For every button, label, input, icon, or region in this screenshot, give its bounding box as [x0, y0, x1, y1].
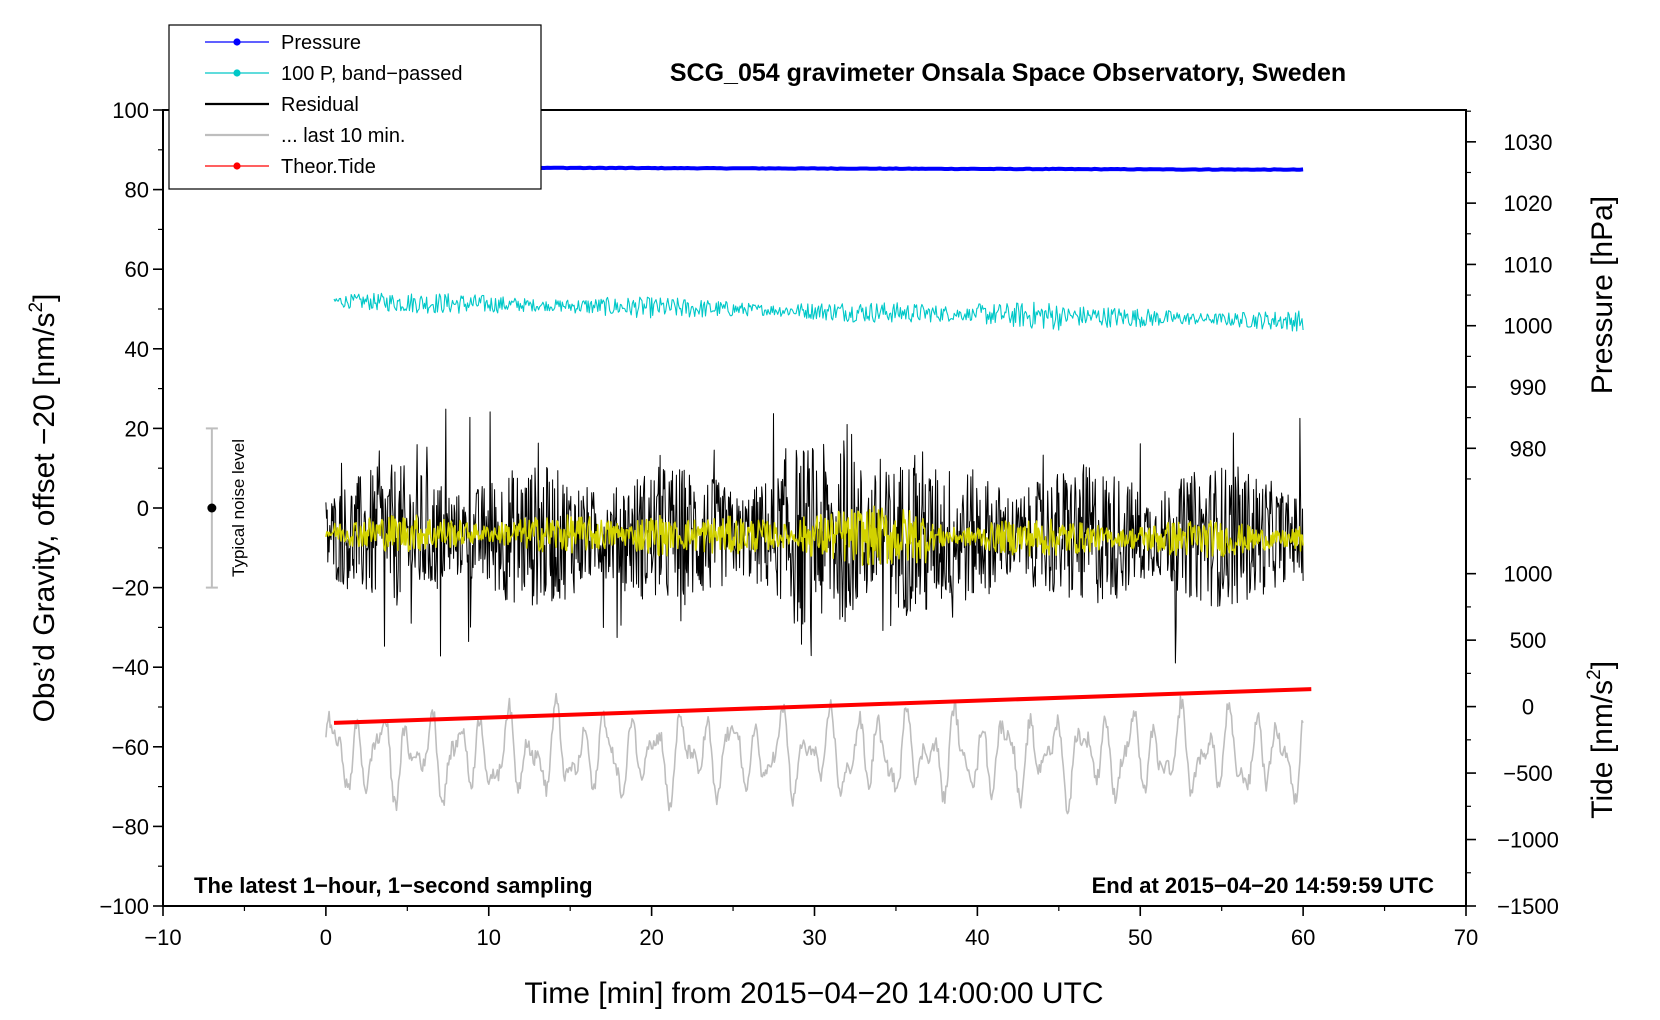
tide-tick-label: −500 [1503, 761, 1553, 786]
pressure-tick-label: 1030 [1504, 130, 1553, 155]
y-tick-label: 80 [125, 178, 149, 203]
y-tick-label: 20 [125, 416, 149, 441]
series-theor-tide [333, 687, 1312, 725]
y-tick-label: −20 [112, 576, 149, 601]
y-axis-title-left-main: Obs’d Gravity, offset −20 [nm/s [28, 313, 61, 723]
x-tick-label: 20 [639, 925, 663, 950]
x-tick-label: 0 [320, 925, 332, 950]
y-axis-title-tide-main: Tide [nm/s [1586, 680, 1619, 819]
y-tick-label: −40 [112, 655, 149, 680]
y-tick-label: −60 [112, 735, 149, 760]
legend-box [168, 24, 542, 190]
noise-bar: Typical noise level [205, 427, 248, 589]
legend-marker [233, 69, 241, 77]
pressure-tick-label: 1020 [1504, 191, 1553, 216]
pressure-tick-label: 1000 [1504, 314, 1553, 339]
y-tick-label: 100 [112, 98, 149, 123]
tide-tick-label: −1500 [1497, 894, 1559, 919]
chart-title: SCG_054 gravimeter Onsala Space Observat… [670, 59, 1346, 87]
tide-tick-label: −1000 [1497, 828, 1559, 853]
pressure-tick-label: 980 [1510, 436, 1547, 461]
legend-label: Residual [281, 94, 359, 116]
series-residual [325, 408, 1304, 664]
x-axis-title: Time [min] from 2015−04−20 14:00:00 UTC [524, 977, 1103, 1010]
y-axis-title-tide-sup: 2 [1584, 669, 1605, 680]
y-axis-title-tide: Tide [nm/s2] [1584, 661, 1619, 819]
y-axis-title-pressure: Pressure [hPa] [1586, 196, 1619, 394]
x-tick-label: 70 [1454, 925, 1478, 950]
y-axis-title-tide-close: ] [1586, 661, 1619, 669]
series-pressure-bandpassed [333, 292, 1304, 332]
data-series [325, 165, 1312, 815]
y-axis-title-left-sup: 2 [26, 302, 47, 313]
x-tick-label: 30 [802, 925, 826, 950]
x-tick-label: −10 [144, 925, 181, 950]
legend-marker [233, 38, 241, 46]
tide-tick-label: 500 [1510, 628, 1547, 653]
y-tick-label: 0 [137, 496, 149, 521]
y-tick-label: 40 [125, 337, 149, 362]
y-tick-label: −100 [99, 894, 149, 919]
tide-tick-label: 1000 [1504, 562, 1553, 587]
noise-bar-center [207, 503, 217, 513]
x-tick-label: 40 [965, 925, 989, 950]
x-tick-label: 50 [1128, 925, 1152, 950]
y-tick-label: 60 [125, 257, 149, 282]
noise-bar-label: Typical noise level [229, 439, 248, 577]
tide-tick-label: 0 [1522, 695, 1534, 720]
legend-label: ... last 10 min. [281, 125, 406, 147]
legend-marker [233, 162, 241, 170]
legend-label: Theor.Tide [281, 156, 376, 178]
sampling-note: The latest 1−hour, 1−second sampling [194, 873, 593, 898]
series-last-10-min [325, 692, 1304, 815]
y-axis-title-left-close: ] [28, 294, 61, 302]
end-time-note: End at 2015−04−20 14:59:59 UTC [1092, 873, 1435, 898]
series-residual-smoothed [325, 505, 1304, 566]
x-tick-label: 10 [477, 925, 501, 950]
legend: Pressure 100 P, band−passed Residual ... la… [168, 24, 542, 190]
pressure-tick-label: 990 [1510, 375, 1547, 400]
legend-label: 100 P, band−passed [281, 63, 462, 85]
axis-ticks: −10 0 10 20 30 40 50 60 70−100−80−60−40−20020406… [99, 98, 1558, 950]
pressure-tick-label: 1010 [1504, 252, 1553, 277]
y-axis-title-left: Obs’d Gravity, offset −20 [nm/s2] [26, 294, 61, 723]
x-tick-label: 60 [1291, 925, 1315, 950]
y-tick-label: −80 [112, 814, 149, 839]
legend-label: Pressure [281, 32, 361, 54]
